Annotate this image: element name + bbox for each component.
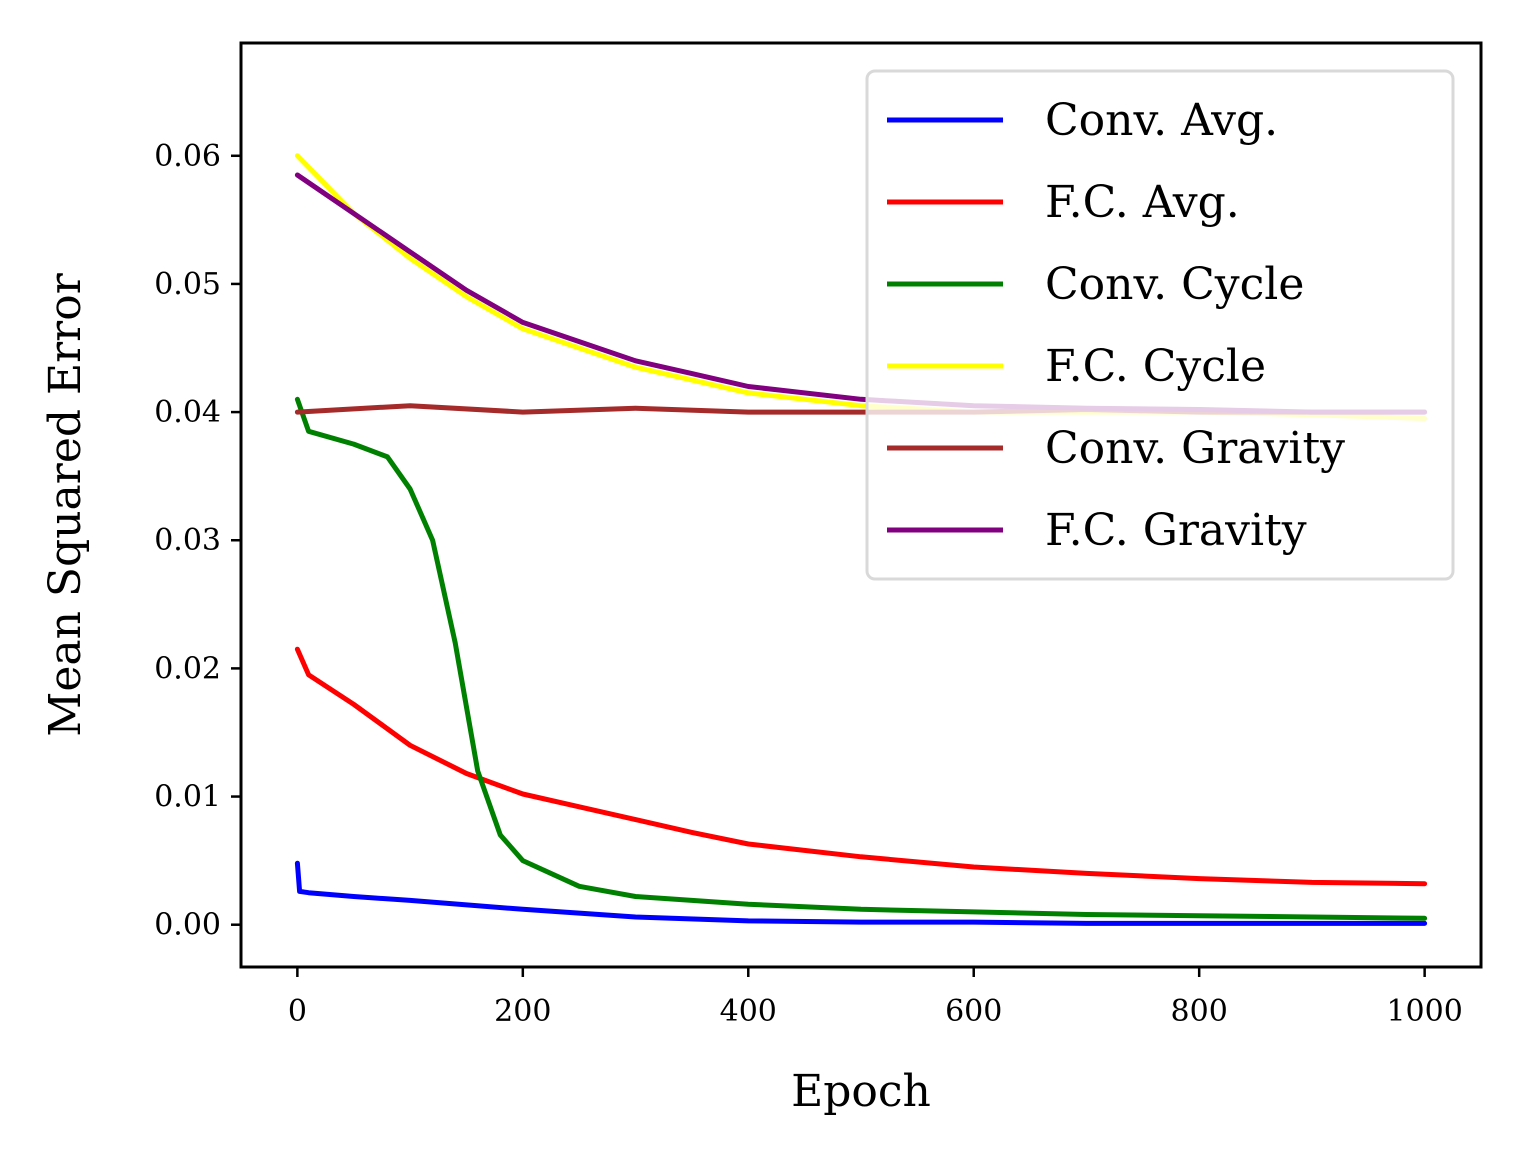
x-tick-label: 1000	[1386, 994, 1462, 1029]
x-axis-ticks: 0 200 400 600 800 1000	[288, 967, 1463, 1029]
y-tick-label: 0.00	[154, 908, 221, 943]
x-tick-label: 400	[720, 994, 777, 1029]
x-tick-label: 0	[288, 994, 307, 1029]
legend-box	[865, 69, 1455, 581]
legend-label-1: F.C. Avg.	[1045, 177, 1240, 228]
y-axis-ticks: 0.00 0.01 0.02 0.03 0.04 0.05 0.06	[154, 139, 241, 943]
x-axis-title: Epoch	[791, 1066, 931, 1117]
y-tick-label: 0.01	[154, 780, 221, 815]
x-tick-label: 600	[945, 994, 1002, 1029]
series-line-0	[294, 860, 1428, 926]
series-line-2	[294, 396, 1428, 921]
x-tick-label: 200	[494, 994, 551, 1029]
y-tick-label: 0.05	[154, 267, 221, 302]
legend-label-0: Conv. Avg.	[1045, 95, 1278, 146]
legend-label-4: Conv. Gravity	[1045, 423, 1345, 474]
legend-label-2: Conv. Cycle	[1045, 259, 1304, 310]
y-tick-label: 0.03	[154, 523, 221, 558]
y-axis-title: Mean Squared Error	[40, 272, 91, 736]
x-tick-label: 800	[1171, 994, 1228, 1029]
series-line-1	[294, 646, 1428, 887]
y-tick-label: 0.02	[154, 651, 221, 686]
y-tick-label: 0.06	[154, 139, 221, 174]
legend: Conv. Avg. F.C. Avg. Conv. Cycle F.C. Cycle…	[865, 69, 1455, 581]
legend-label-5: F.C. Gravity	[1045, 505, 1307, 556]
plot-frame	[239, 41, 1483, 969]
y-tick-label: 0.04	[154, 395, 221, 430]
legend-label-3: F.C. Cycle	[1045, 341, 1266, 392]
